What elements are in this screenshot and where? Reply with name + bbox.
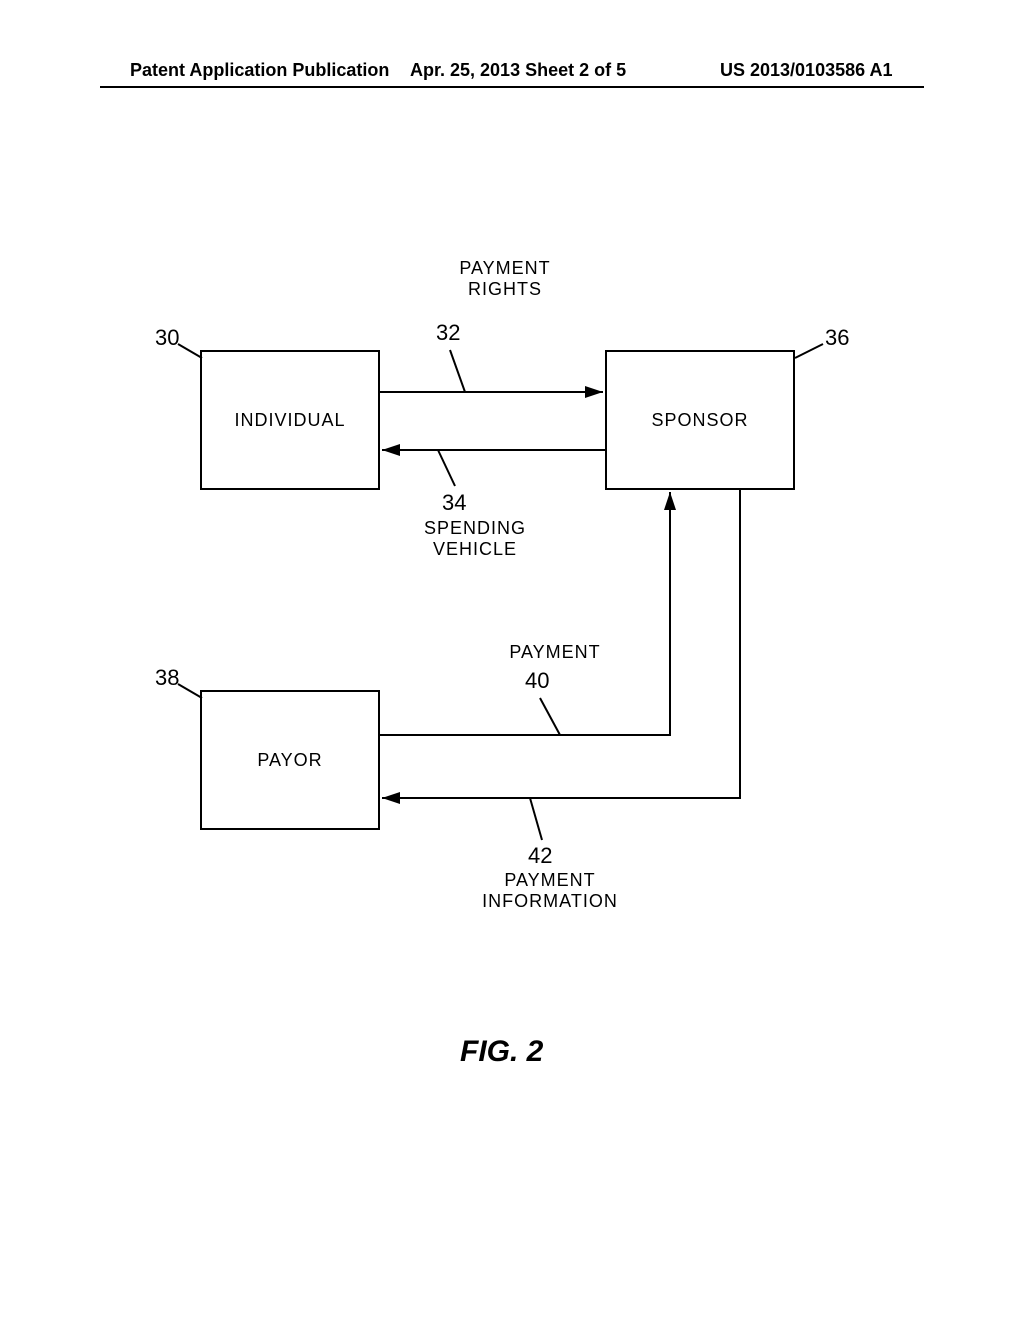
figure-diagram: INDIVIDUAL 30 SPONSOR 36 PAYOR 38 32 PAY… bbox=[130, 250, 890, 1050]
figure-caption: FIG. 2 bbox=[460, 1035, 543, 1069]
header-center: Apr. 25, 2013 Sheet 2 of 5 bbox=[410, 60, 626, 81]
ref-payment-info: 42 bbox=[528, 843, 552, 869]
header-divider bbox=[100, 86, 924, 88]
edge-payment-info bbox=[130, 250, 930, 1050]
header-right: US 2013/0103586 A1 bbox=[720, 60, 892, 81]
header-left: Patent Application Publication bbox=[130, 60, 389, 81]
label-payment-info: PAYMENT INFORMATION bbox=[475, 870, 625, 911]
